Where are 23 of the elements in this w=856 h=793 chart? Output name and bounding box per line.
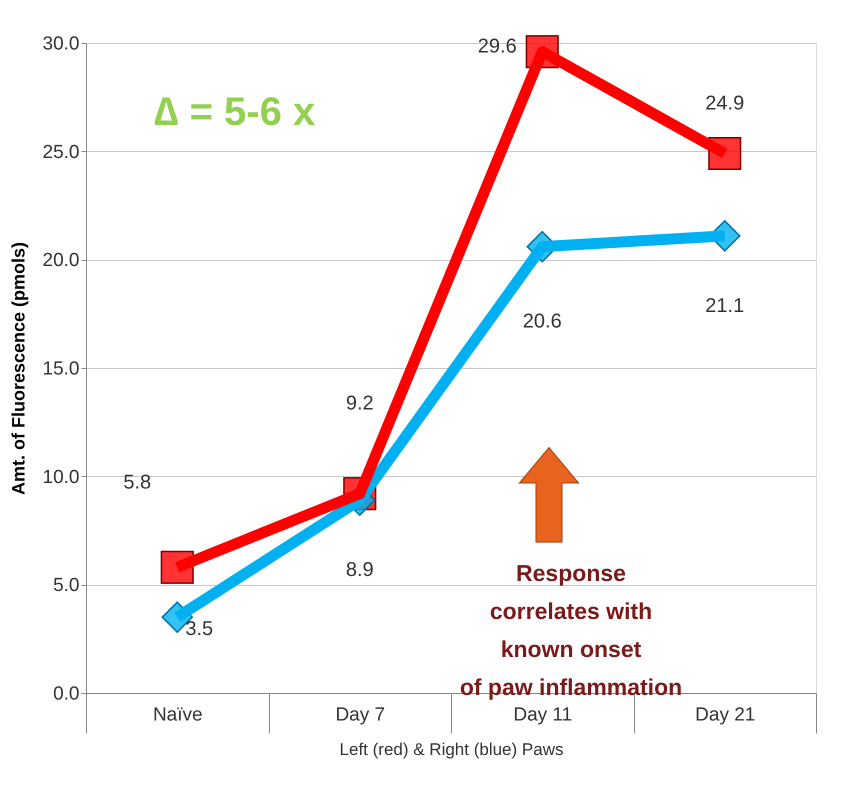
y-tick-label: 15.0 bbox=[42, 358, 80, 380]
y-tick-label: 25.0 bbox=[42, 142, 80, 163]
x-axis-title: Left (red) & Right (blue) Paws bbox=[340, 740, 564, 759]
annotation: Response correlates with known onset of paw inflammation bbox=[460, 560, 682, 700]
y-tick-label: 30.0 bbox=[42, 34, 80, 54]
data-label: 20.6 bbox=[522, 310, 562, 333]
data-label: 8.9 bbox=[346, 559, 374, 582]
data-label: 9.2 bbox=[346, 392, 374, 415]
annotation: ∆ = 5-6 x bbox=[154, 90, 316, 134]
x-tick-label: Day 7 bbox=[335, 704, 386, 726]
y-tick-label: 0.0 bbox=[53, 684, 80, 704]
y-tick-label: 5.0 bbox=[53, 575, 80, 596]
y-axis-title: Amt. of Fluorescence (pmols) bbox=[8, 242, 29, 496]
data-label: 29.6 bbox=[478, 36, 517, 58]
data-label: 21.1 bbox=[705, 294, 744, 317]
data-label: 3.5 bbox=[185, 618, 214, 640]
y-tick-label: 10.0 bbox=[42, 466, 80, 488]
data-label: 24.9 bbox=[705, 92, 744, 114]
y-tick-label: 20.0 bbox=[42, 250, 80, 272]
x-tick-label: Day 11 bbox=[513, 704, 572, 726]
x-tick-label: Naïve bbox=[152, 704, 203, 726]
data-label: 5.8 bbox=[123, 471, 152, 494]
x-tick-label: Day 21 bbox=[695, 704, 756, 726]
